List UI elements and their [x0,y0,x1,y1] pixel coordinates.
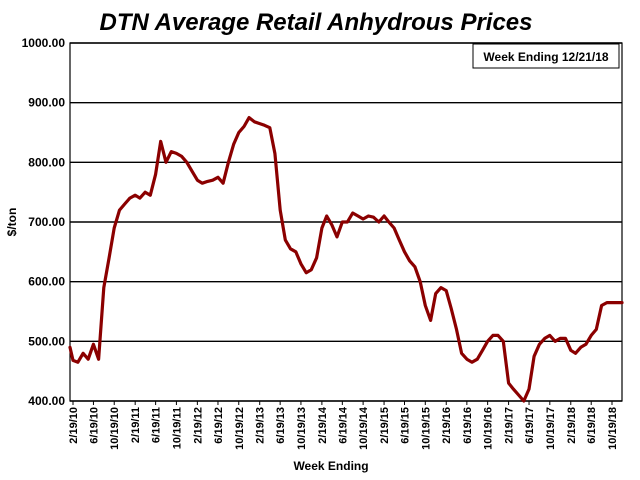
x-tick-label: 2/19/17 [504,407,516,444]
x-tick-label: 10/19/13 [296,407,308,450]
x-tick-label: 6/19/12 [213,407,225,444]
y-tick-label: 800.00 [28,155,65,169]
annotation-frame [472,43,620,69]
annotation-box: Week Ending 12/21/18 [472,43,620,69]
y-tick-label: 700.00 [28,215,65,229]
x-tick-label: 6/19/10 [88,407,100,444]
x-tick-label: 10/19/17 [545,407,557,450]
annotation-text: Week Ending 12/21/18 [483,50,608,64]
x-axis-label: Week Ending [293,459,368,473]
chart-title: DTN Average Retail Anhydrous Prices [99,9,532,36]
x-tick-labels: 2/19/10 6/19/10 10/19/10 2/19/11 6/19/11 10/1… [68,401,619,450]
x-tick-label: 2/19/14 [317,406,329,444]
x-tick-label: 6/19/16 [462,407,474,444]
x-tick-label: 6/19/17 [524,407,536,444]
x-tick-label: 2/19/11 [130,407,142,443]
x-tick-label: 10/19/16 [483,407,495,450]
x-tick-label: 2/19/18 [566,407,578,444]
x-tick-label: 10/19/12 [234,407,246,450]
y-tick-label: 500.00 [28,334,65,348]
y-tick-label: 600.00 [28,275,65,289]
x-tick-label: 2/19/15 [379,407,391,444]
x-tick-label: 10/19/11 [171,407,183,449]
y-tick-label: 1000.00 [22,36,66,50]
x-tick-label: 2/19/13 [255,407,267,444]
x-tick-label: 10/19/15 [420,407,432,450]
x-tick-label: 10/19/18 [607,407,619,450]
x-tick-label: 6/19/13 [275,407,287,444]
y-tick-labels: 400.00 500.00 600.00 700.00 800.00 900.00 1000… [22,36,66,408]
y-axis-label: $/ton [5,208,19,237]
x-tick-label: 6/19/11 [151,407,163,443]
x-tick-label: 2/19/12 [192,407,204,444]
x-tick-label: 6/19/14 [337,406,349,444]
x-tick-label: 2/19/16 [441,407,453,444]
price-series-line [68,116,624,403]
x-tick-label: 6/19/15 [400,407,412,444]
x-tick-label: 10/19/10 [109,407,121,450]
plot-frame [69,42,623,402]
x-tick-label: 10/19/14 [358,406,370,450]
x-tick-label: 6/19/18 [586,407,598,444]
y-tick-label: 900.00 [28,96,65,110]
y-tick-label: 400.00 [28,394,65,408]
x-tick-label: 2/19/10 [68,407,80,444]
